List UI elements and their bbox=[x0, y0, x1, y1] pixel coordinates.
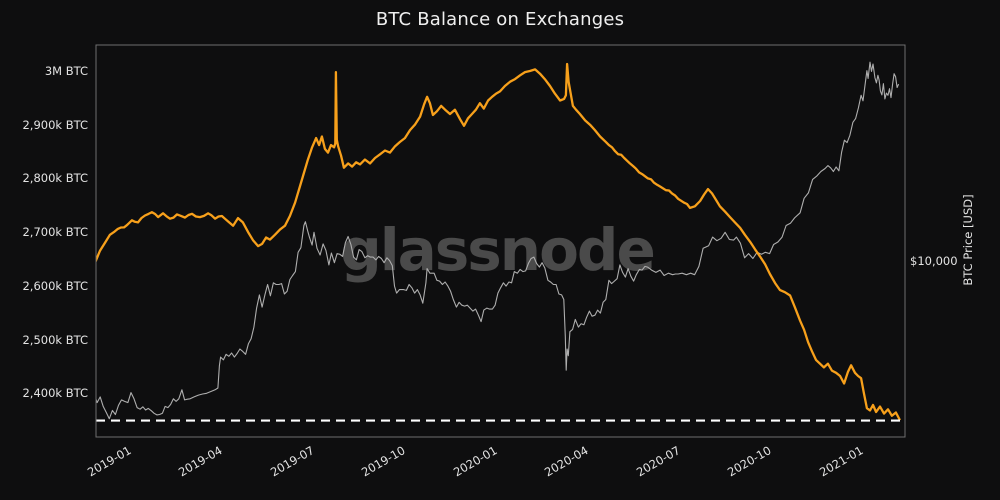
y-tick-label: 2,700k BTC bbox=[22, 225, 88, 240]
y-tick-label: 2,600k BTC bbox=[22, 278, 88, 293]
plot-border bbox=[95, 44, 906, 438]
y-tick-label: 3M BTC bbox=[44, 64, 88, 78]
y-tick-label: 2,500k BTC bbox=[22, 332, 88, 347]
balance-line bbox=[96, 62, 901, 421]
y-tick-label: 2,400k BTC bbox=[22, 386, 88, 401]
chart-title: BTC Balance on Exchanges bbox=[375, 9, 625, 30]
y-tick-label: 2,800k BTC bbox=[22, 171, 88, 186]
price-axis-tick-label: $10,000 bbox=[910, 254, 958, 268]
price-line bbox=[96, 61, 900, 420]
y-tick-label: 2,900k BTC bbox=[22, 117, 88, 132]
